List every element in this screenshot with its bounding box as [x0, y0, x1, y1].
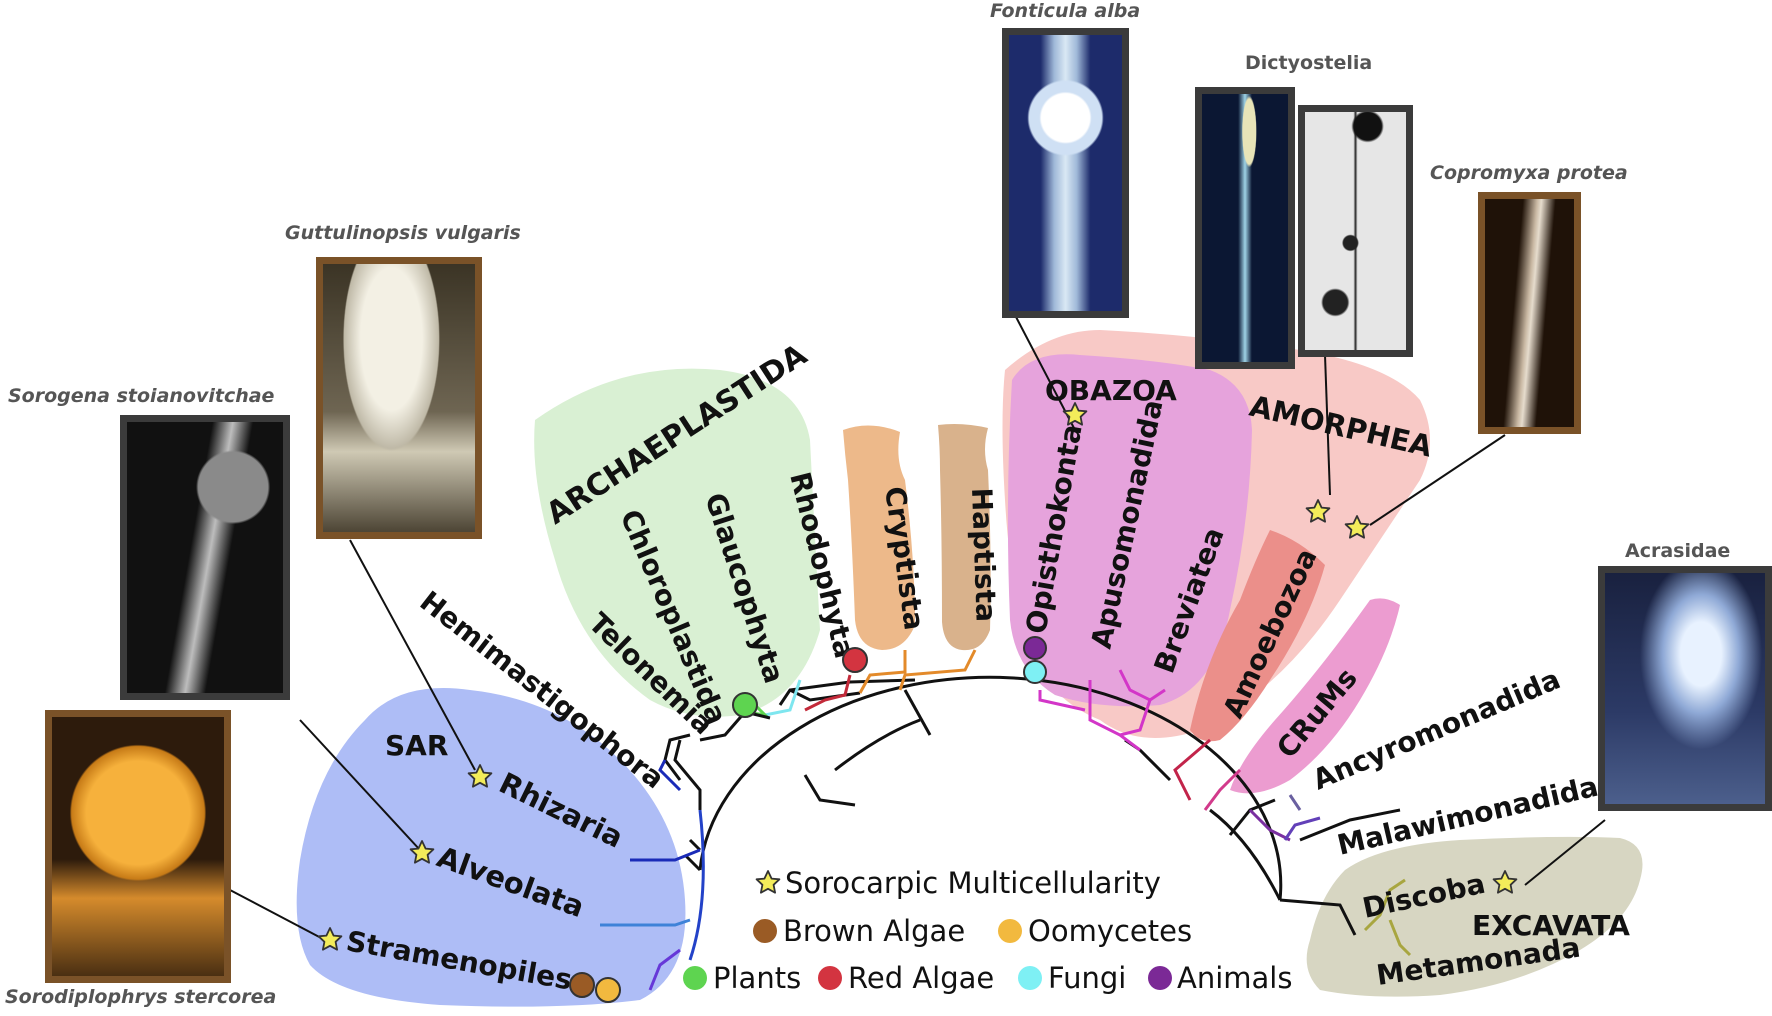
cryptista-region	[843, 425, 915, 650]
caption-copromyxa: Copromyxa protea	[1430, 162, 1628, 184]
caption-sorodiplophrys: Sorodiplophrys stercorea	[5, 986, 277, 1008]
sar-region	[296, 688, 686, 1007]
fonticula-photo	[1002, 28, 1129, 318]
legend-plants: Plants	[713, 961, 801, 995]
legend-red-algae: Red Algae	[848, 961, 994, 995]
sorodiplophrys-photo	[45, 710, 231, 983]
crums-region	[1230, 598, 1400, 794]
haptista-region	[938, 424, 991, 651]
label-sar: SAR	[385, 729, 448, 762]
copromyxa-photo	[1478, 192, 1581, 434]
dictyostelia-photo-2	[1298, 105, 1413, 357]
legend-star-icon	[755, 870, 781, 894]
plants-dot	[732, 692, 758, 718]
label-haptista: Haptista	[965, 487, 1003, 622]
tree-branches	[600, 649, 1412, 991]
caption-sorogena: Sorogena stoianovitchae	[8, 385, 275, 407]
excavata-region	[1306, 836, 1643, 997]
caption-acrasidae: Acrasidae	[1625, 540, 1731, 562]
legend-fungi-dot	[1018, 966, 1042, 990]
caption-guttulinopsis: Guttulinopsis vulgaris	[285, 222, 521, 244]
archaeplastida-region	[534, 368, 820, 717]
label-obazoa: OBAZOA	[1045, 374, 1177, 407]
legend-plants-dot	[683, 966, 707, 990]
legend-oomycetes-dot	[998, 919, 1022, 943]
legend-animals-dot	[1148, 966, 1172, 990]
animals-dot	[1023, 636, 1047, 660]
fungi-dot	[1023, 660, 1047, 684]
obazoa-region	[1007, 354, 1252, 707]
legend-brown-algae: Brown Algae	[783, 914, 965, 948]
legend-brown-algae-dot	[753, 919, 777, 943]
legend-fungi: Fungi	[1048, 961, 1126, 995]
acrasidae-photo	[1598, 566, 1772, 811]
brown-algae-dot	[569, 972, 595, 998]
guttulinopsis-photo	[316, 257, 482, 539]
legend-red-algae-dot	[818, 966, 842, 990]
legend-animals: Animals	[1177, 961, 1292, 995]
legend-oomycetes: Oomycetes	[1028, 914, 1192, 948]
oomycetes-dot	[595, 977, 621, 1003]
caption-dictyostelia: Dictyostelia	[1245, 52, 1373, 74]
legend-sorocarpic: Sorocarpic Multicellularity	[785, 866, 1161, 900]
caption-fonticula: Fonticula alba	[990, 0, 1141, 22]
label-excavata: EXCAVATA	[1472, 909, 1630, 942]
red-algae-dot	[842, 647, 868, 673]
sorogena-photo	[120, 415, 290, 700]
amoebozoa-region	[1190, 530, 1325, 742]
dictyostelia-photo-1	[1195, 87, 1295, 369]
legend: Sorocarpic Multicellularity Brown Algae …	[683, 866, 1292, 995]
